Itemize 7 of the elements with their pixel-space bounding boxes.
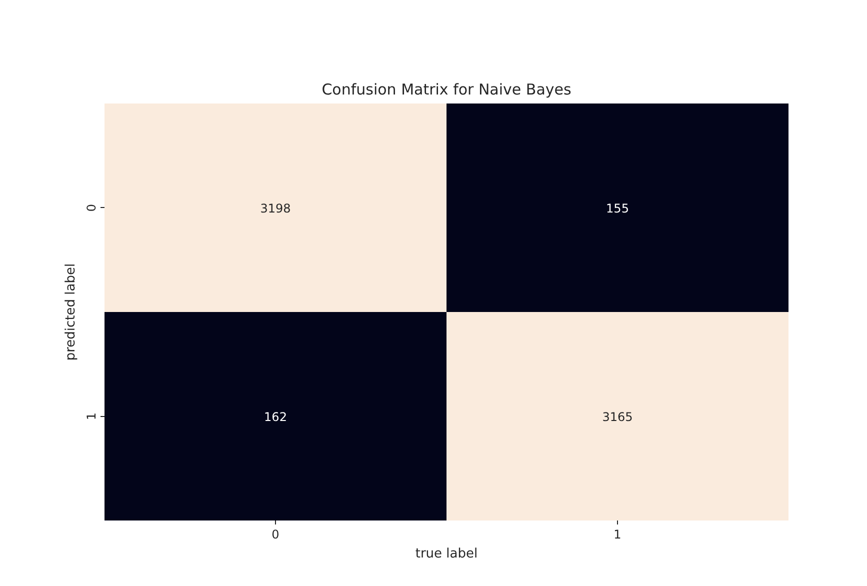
data-label: 3165: [602, 410, 633, 424]
data-label: 155: [606, 201, 629, 216]
chart-title: Confusion Matrix for Naive Bayes: [322, 80, 572, 98]
data-label: 3198: [260, 201, 291, 216]
x-axis-title: true label: [415, 546, 478, 562]
data-label: 162: [264, 410, 287, 424]
y-axis-title: predicted label: [64, 263, 78, 361]
